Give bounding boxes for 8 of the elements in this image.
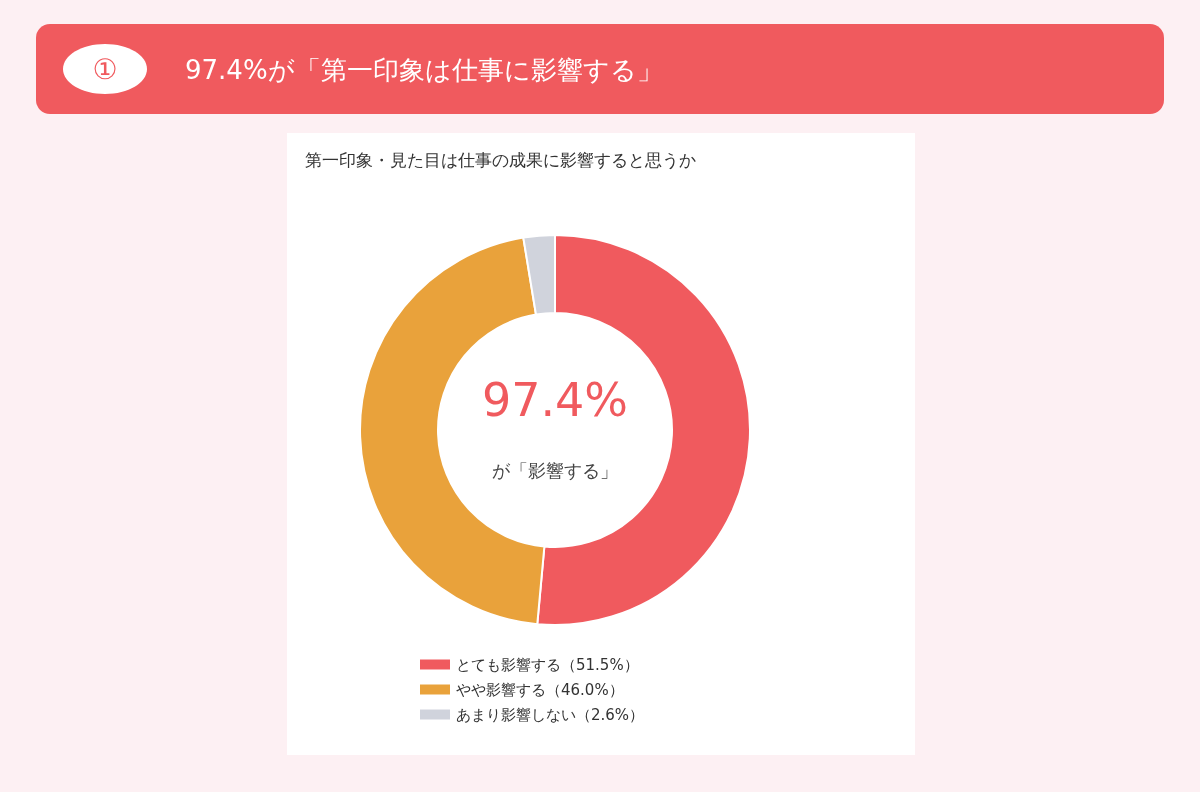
- text: が「影響する」: [492, 459, 618, 481]
- text: ①: [92, 52, 118, 86]
- chart-title: 97.4%が「第一印象は仕事に影響する」: [185, 55, 663, 85]
- text: 97.4%: [481, 373, 629, 427]
- chart-subtitle: 第一印象・見た目は仕事の成果に影響すると思うか: [305, 149, 696, 170]
- legend-label: あまり影響しない（2.6%）: [456, 705, 645, 724]
- legend-label: とても影響する（51.5%）: [456, 655, 639, 674]
- legend-label: やや影響する（46.0%）: [456, 680, 624, 699]
